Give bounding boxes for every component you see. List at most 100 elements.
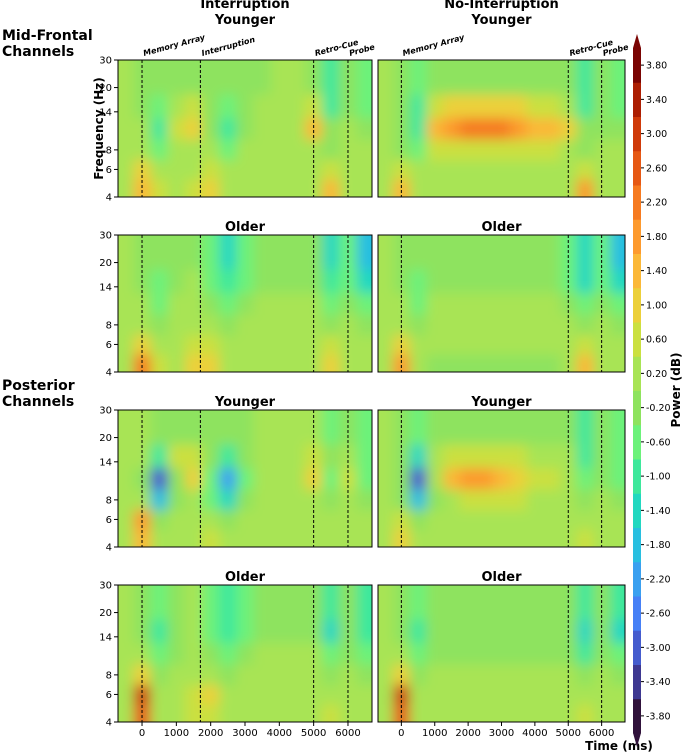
heatmap-cell (236, 94, 255, 119)
heatmap-cell (609, 410, 625, 445)
heatmap-cell (476, 444, 494, 469)
heatmap-cell (356, 235, 372, 270)
heatmap-cell (409, 314, 427, 336)
heatmap-cell (593, 529, 611, 547)
heatmap-cell (219, 529, 237, 547)
heatmap-cell (118, 585, 134, 620)
heatmap-cell (184, 704, 203, 722)
y-tick-label: 8 (106, 320, 112, 331)
heatmap-cell (219, 467, 237, 490)
heatmap-cell (287, 619, 306, 644)
heatmap-cell (409, 179, 427, 197)
heatmap-cell (202, 410, 220, 445)
event-label: Memory Array (402, 33, 467, 58)
heatmap-cell (443, 467, 461, 490)
heatmap-cell (426, 159, 444, 180)
y-tick-label: 14 (99, 107, 112, 118)
heatmap-cell (322, 269, 340, 294)
heatmap-cell (526, 314, 544, 336)
heatmap-cell (476, 159, 494, 180)
heatmap-cell (543, 94, 561, 119)
heatmap-cell (509, 444, 528, 469)
heatmap-cell (426, 509, 444, 530)
heatmap-cell (476, 664, 494, 686)
heatmap-cell (609, 619, 625, 644)
heatmap-cell (459, 292, 477, 315)
heatmap-cell (305, 334, 323, 355)
y-tick-label: 30 (99, 581, 112, 592)
colorbar-tick-label: -1.00 (646, 472, 671, 483)
heatmap-cell (118, 664, 134, 686)
heatmap-cell (493, 684, 511, 705)
heatmap-cell (305, 489, 323, 511)
heatmap-cell (476, 269, 494, 294)
heatmap-cell (270, 444, 289, 469)
heatmap-cell (378, 117, 394, 140)
heatmap-cell (526, 334, 544, 355)
heatmap-cell (339, 467, 358, 490)
heatmap-cell (509, 585, 528, 620)
heatmap-cell (559, 664, 578, 686)
heatmap-cell (509, 314, 528, 336)
heatmap-cell (426, 704, 444, 722)
heatmap-cell (543, 642, 561, 665)
heatmap-cell (493, 354, 511, 372)
heatmap-cell (543, 410, 561, 445)
colorbar-tick-label: -3.00 (646, 643, 671, 654)
colorbar-tick-label: -1.40 (646, 506, 671, 517)
heatmap-cell (593, 642, 611, 665)
heatmap-cell (576, 410, 594, 445)
heatmap-cell (576, 60, 594, 95)
heatmap-cell (339, 684, 358, 705)
heatmap-cell (459, 60, 477, 95)
heatmap-cell (526, 354, 544, 372)
heatmap-cell (476, 410, 494, 445)
heatmap-cell (118, 94, 134, 119)
x-axis-label: Time (ms) (585, 739, 653, 752)
heatmap-cell (426, 334, 444, 355)
heatmap-cell (270, 664, 289, 686)
heatmap-cell (322, 354, 340, 372)
heatmap-cell (393, 314, 411, 336)
heatmap-cell (459, 314, 477, 336)
heatmap-cell (476, 509, 494, 530)
colorbar-tick-label: 1.40 (646, 266, 667, 277)
heatmap-cell (118, 444, 134, 469)
heatmap-cell (559, 179, 578, 197)
heatmap-cell (202, 529, 220, 547)
heatmap-cell (287, 410, 306, 445)
x-tick-label: 6000 (589, 728, 614, 739)
heatmap-cell (526, 179, 544, 197)
colorbar-tick-label: -2.20 (646, 574, 671, 585)
heatmap-cell (443, 410, 461, 445)
heatmap-cell (526, 585, 544, 620)
panel-frame (117, 234, 373, 373)
heatmap-cell (393, 529, 411, 547)
heatmap-cell (378, 60, 394, 95)
heatmap-cell (322, 444, 340, 469)
heatmap-cell (339, 529, 358, 547)
heatmap-cells (378, 235, 625, 372)
y-tick-label: 4 (106, 193, 112, 204)
heatmap-cell (409, 444, 427, 469)
heatmap-cell (322, 642, 340, 665)
heatmap-cell (322, 585, 340, 620)
heatmap-cell (150, 704, 169, 722)
heatmap-cell (270, 704, 289, 722)
heatmap-cell (543, 159, 561, 180)
heatmap-cell (150, 444, 169, 469)
heatmap-cell (305, 684, 323, 705)
heatmap-cell (509, 410, 528, 445)
heatmap-cell (609, 117, 625, 140)
heatmap-cell (559, 529, 578, 547)
heatmap (378, 410, 625, 547)
x-tick-label: 3000 (232, 728, 257, 739)
heatmap-cell (339, 354, 358, 372)
heatmap-cell (270, 642, 289, 665)
heatmap-cell (236, 585, 255, 620)
heatmap-cell (378, 467, 394, 490)
heatmap-cell (339, 117, 358, 140)
heatmap-cell (609, 467, 625, 490)
heatmap-cell (543, 139, 561, 161)
heatmap-cell (459, 684, 477, 705)
